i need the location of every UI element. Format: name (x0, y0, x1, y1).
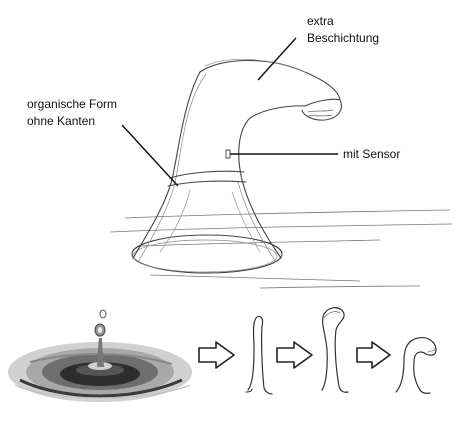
arrow-right-icon (198, 341, 235, 369)
faucet-base (131, 234, 283, 274)
coating-label: extra Beschichtung (307, 13, 379, 47)
faucet-sketch (131, 59, 343, 274)
shape-leader (121, 124, 179, 187)
shape-label-line2: ohne Kanten (27, 114, 96, 128)
stem-stage-2 (321, 307, 349, 393)
sensor-label: mit Sensor (343, 146, 400, 163)
coating-leader (257, 37, 297, 81)
shape-label-line1: organische Form (27, 97, 118, 111)
arrow-right-icon (276, 341, 313, 369)
coating-label-line1: extra (307, 14, 334, 28)
water-splash-drop (8, 309, 192, 402)
annotation-leaders (121, 37, 338, 187)
stem-stage-1 (245, 315, 273, 395)
stem-stage-3-faucet (395, 337, 437, 394)
sensor-label-line1: mit Sensor (343, 147, 401, 161)
table-surface (109, 209, 453, 289)
evolution-arrows (198, 341, 391, 369)
coating-label-line2: Beschichtung (307, 31, 380, 45)
arrow-right-icon (356, 341, 391, 369)
shape-label: organische Form ohne Kanten (27, 96, 117, 130)
